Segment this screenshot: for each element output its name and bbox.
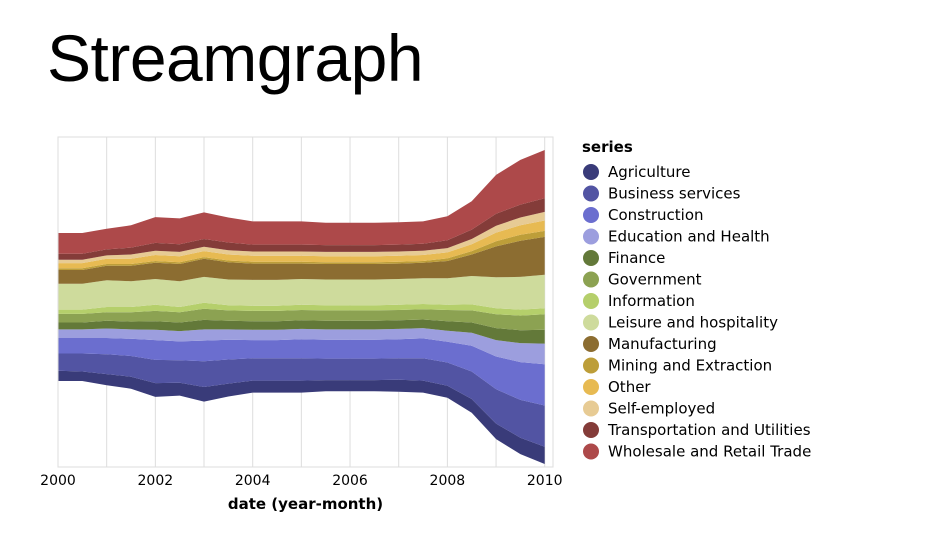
stream-area-transportation-and-utilities (58, 198, 545, 260)
legend-swatch (583, 250, 599, 266)
stream-area-finance (58, 319, 545, 344)
legend-label: Manufacturing (608, 335, 717, 353)
legend-swatch (583, 400, 599, 417)
stream-areas (58, 150, 545, 464)
legend-label: Government (608, 271, 702, 289)
stream-area-wholesale-and-retail-trade (58, 150, 545, 254)
legend-swatch (583, 228, 599, 245)
legend-swatch (583, 293, 599, 309)
legend-swatch (583, 379, 599, 395)
stream-area-education-and-health (58, 328, 545, 365)
legend-label: Mining and Extraction (608, 357, 772, 375)
legend-label: Finance (608, 249, 665, 267)
stream-area-information (58, 302, 545, 316)
legend-label: Leisure and hospitality (608, 314, 778, 332)
legend-swatch (583, 357, 599, 374)
x-tick-label: 2004 (235, 473, 271, 489)
stream-area-leisure-and-hospitality (58, 274, 545, 310)
stream-area-other (58, 220, 545, 269)
x-tick-label: 2008 (430, 473, 466, 489)
legend-swatch (583, 271, 599, 288)
legend-swatch (583, 164, 599, 180)
legend-label: Construction (608, 206, 704, 224)
legend-swatch (583, 422, 599, 438)
legend-label: Information (608, 292, 695, 310)
stream-area-self-employed (58, 211, 545, 264)
stream-area-business-services (58, 353, 545, 447)
legend: series Agriculture Business services Const… (582, 138, 811, 461)
stream-area-mining-and-extraction (58, 230, 545, 270)
x-tick-label: 2002 (138, 473, 174, 489)
legend-swatch (583, 314, 599, 331)
stream-area-government (58, 308, 545, 331)
x-axis-ticks: 2000 2002 2004 2006 2008 2010 (40, 473, 562, 489)
legend-label: Transportation and Utilities (607, 421, 811, 439)
stream-area-agriculture (58, 370, 545, 464)
legend-label: Education and Health (608, 228, 770, 246)
legend-swatch (583, 336, 599, 352)
legend-label: Self-employed (608, 400, 715, 418)
x-tick-label: 2006 (332, 473, 368, 489)
x-tick-label: 2010 (527, 473, 563, 489)
legend-label: Other (608, 378, 651, 396)
legend-label: Wholesale and Retail Trade (608, 443, 811, 461)
legend-swatch (583, 185, 599, 202)
plot-frame (57, 136, 554, 468)
legend-items: Agriculture Business services Construction… (583, 163, 811, 461)
x-tick-label: 2000 (40, 473, 76, 489)
legend-label: Business services (608, 185, 741, 203)
legend-swatch (583, 207, 599, 223)
legend-swatch (583, 443, 599, 460)
legend-title: series (582, 138, 633, 156)
stream-area-manufacturing (58, 236, 545, 284)
legend-label: Agriculture (608, 163, 691, 181)
stream-area-construction (58, 338, 545, 406)
x-axis-title: date (year-month) (228, 495, 383, 513)
page-title: Streamgraph (47, 21, 424, 95)
